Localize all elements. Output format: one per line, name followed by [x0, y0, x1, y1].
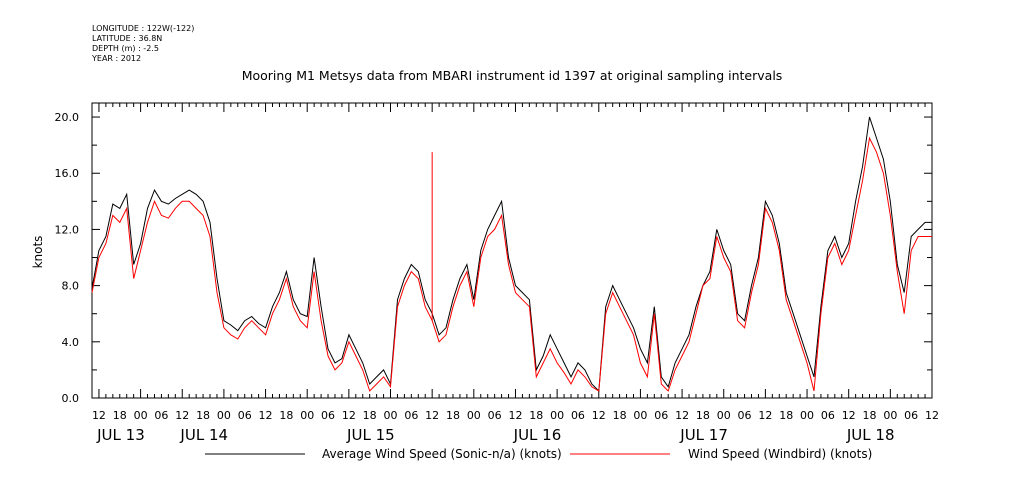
- series-line-average-wind-speed: [91, 116, 932, 393]
- y-tick-label: 12.0: [55, 223, 80, 236]
- x-hour-tick-label: 00: [633, 409, 647, 422]
- x-hour-tick-label: 12: [342, 409, 356, 422]
- x-hour-tick-label: 12: [259, 409, 273, 422]
- x-hour-tick-label: 12: [92, 409, 106, 422]
- x-hour-tick-label: 06: [154, 409, 168, 422]
- x-hour-tick-label: 12: [175, 409, 189, 422]
- x-hour-tick-label: 12: [425, 409, 439, 422]
- series-layer: [91, 116, 932, 393]
- x-hour-tick-label: 18: [779, 409, 793, 422]
- depth-text: DEPTH (m) : -2.5: [92, 44, 159, 53]
- x-day-label: JUL 16: [513, 426, 562, 444]
- x-hour-tick-label: 18: [279, 409, 293, 422]
- x-hour-tick-label: 06: [654, 409, 668, 422]
- x-hour-tick-label: 06: [238, 409, 252, 422]
- series-line-windbird-wind-speed: [91, 136, 932, 392]
- x-hour-tick-label: 18: [613, 409, 627, 422]
- x-hour-tick-label: 18: [696, 409, 710, 422]
- y-tick-label: 8.0: [62, 280, 80, 293]
- x-day-label: JUL 15: [346, 426, 395, 444]
- x-hour-tick-label: 00: [300, 409, 314, 422]
- x-hour-tick-label: 00: [550, 409, 564, 422]
- longitude-text: LONGITUDE : 122W(-122): [92, 24, 194, 33]
- x-day-label: JUL 13: [96, 426, 145, 444]
- x-hour-tick-label: 00: [217, 409, 231, 422]
- x-day-label: JUL 17: [679, 426, 728, 444]
- x-hour-tick-label: 00: [384, 409, 398, 422]
- x-hour-tick-label: 06: [904, 409, 918, 422]
- year-text: YEAR : 2012: [91, 54, 141, 63]
- x-hour-tick-label: 12: [758, 409, 772, 422]
- x-hour-tick-label: 06: [488, 409, 502, 422]
- x-hour-tick-label: 06: [738, 409, 752, 422]
- x-hour-tick-label: 06: [404, 409, 418, 422]
- x-hour-tick-label: 06: [321, 409, 335, 422]
- x-hour-tick-label: 12: [842, 409, 856, 422]
- y-axis-label: knots: [31, 236, 45, 269]
- x-hour-tick-label: 00: [717, 409, 731, 422]
- x-day-label: JUL 14: [179, 426, 228, 444]
- legend-label-average: Average Wind Speed (Sonic-n/a) (knots): [322, 447, 562, 461]
- x-hour-tick-label: 18: [363, 409, 377, 422]
- x-hour-tick-label: 06: [821, 409, 835, 422]
- x-hour-tick-label: 18: [529, 409, 543, 422]
- y-tick-label: 20.0: [55, 111, 80, 124]
- legend: Average Wind Speed (Sonic-n/a) (knots) W…: [205, 447, 872, 461]
- y-tick-label: 4.0: [62, 336, 80, 349]
- x-hour-tick-label: 00: [134, 409, 148, 422]
- x-hour-tick-label: 18: [863, 409, 877, 422]
- x-day-label: JUL 18: [846, 426, 895, 444]
- latitude-text: LATITUDE : 36.8N: [92, 34, 162, 43]
- plot-frame: [91, 102, 933, 399]
- y-tick-label: 0.0: [62, 392, 80, 405]
- x-hour-tick-label: 18: [446, 409, 460, 422]
- x-hour-tick-label: 12: [592, 409, 606, 422]
- x-hour-tick-label: 06: [571, 409, 585, 422]
- y-tick-label: 16.0: [55, 167, 80, 180]
- y-axis: 0.0 4.0 8.0 12.0 16.0 20.0: [55, 111, 932, 405]
- x-hour-tick-label: 18: [113, 409, 127, 422]
- chart-title: Mooring M1 Metsys data from MBARI instru…: [242, 68, 783, 83]
- x-hour-tick-label: 12: [925, 409, 939, 422]
- x-hour-tick-label: 12: [508, 409, 522, 422]
- x-hour-tick-label: 18: [196, 409, 210, 422]
- x-hour-tick-label: 00: [467, 409, 481, 422]
- x-hour-tick-label: 12: [675, 409, 689, 422]
- legend-label-windbird: Wind Speed (Windbird) (knots): [688, 447, 872, 461]
- x-hour-tick-label: 00: [883, 409, 897, 422]
- x-hour-tick-label: 00: [800, 409, 814, 422]
- x-axis: 12 18 00 06 12 18 00 06 12 18 00 06 12 18 00 06 12 18 00 06…: [91, 103, 939, 444]
